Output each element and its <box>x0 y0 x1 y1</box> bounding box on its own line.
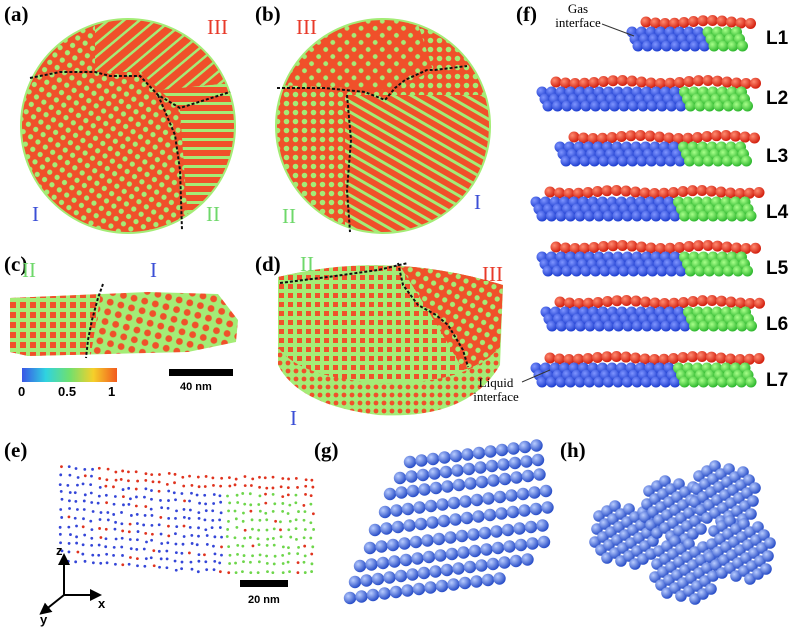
colorbar-tick-1: 1 <box>108 384 116 399</box>
grain-label-a-III: III <box>207 15 228 39</box>
grain-label-b-III: III <box>296 15 317 39</box>
liquid-interface-label: Liquid interface <box>466 376 526 404</box>
axis-triad <box>39 553 102 615</box>
panel-a-density-map <box>20 18 236 234</box>
panel-b-density-map <box>275 18 491 234</box>
grain-label-d-III: III <box>482 262 503 286</box>
grain-label-d-I: I <box>290 406 297 430</box>
panel-e-point-cloud <box>58 465 315 575</box>
panel-label-g: (g) <box>314 438 339 462</box>
panel-label-e: (e) <box>4 438 28 462</box>
axis-label-y: y <box>40 612 48 627</box>
colorbar <box>22 368 117 382</box>
layer-label-L1: L1 <box>766 28 789 49</box>
panel-h-sphere-lattice <box>589 460 776 605</box>
colorbar-tick-0: 0 <box>18 384 26 399</box>
panel-label-b: (b) <box>255 2 281 26</box>
grain-label-b-I: I <box>474 190 481 214</box>
gas-interface-label: Gas interface <box>548 2 608 30</box>
panel-g-sphere-lattice <box>343 439 554 605</box>
panel-f-layer-stack <box>530 15 765 388</box>
panel-label-f: (f) <box>516 2 537 26</box>
grain-label-a-II: II <box>206 202 220 226</box>
axis-label-z: z <box>56 543 63 558</box>
scale-bar-20nm <box>240 580 288 587</box>
layer-label-L7: L7 <box>766 370 789 391</box>
scale-label-40nm: 40 nm <box>180 381 212 393</box>
layer-label-L2: L2 <box>766 88 789 109</box>
layer-label-L5: L5 <box>766 258 789 279</box>
gas-interface-pointer <box>601 23 635 37</box>
scale-label-20nm: 20 nm <box>248 594 280 606</box>
grain-label-a-I: I <box>32 202 39 226</box>
grain-label-b-II: II <box>282 204 296 228</box>
panel-d-oblique-view <box>278 262 503 416</box>
scale-bar-40nm <box>169 369 233 376</box>
liquid-interface-line1: Liquid <box>478 375 514 390</box>
axis-label-x: x <box>98 596 106 611</box>
gas-interface-line2: interface <box>555 15 601 30</box>
colorbar-tick-half: 0.5 <box>58 384 77 399</box>
liquid-interface-pointer <box>521 369 551 383</box>
grain-label-d-II: II <box>300 252 314 276</box>
panel-label-c: (c) <box>4 252 28 276</box>
liquid-interface-line2: interface <box>473 389 519 404</box>
layer-label-L3: L3 <box>766 146 789 167</box>
grain-label-c-II: II <box>22 258 36 282</box>
grain-label-c-I: I <box>150 258 157 282</box>
panel-label-a: (a) <box>4 2 29 26</box>
gas-interface-line1: Gas <box>567 1 589 16</box>
panel-label-h: (h) <box>560 438 586 462</box>
panel-c-side-view <box>10 283 238 359</box>
layer-label-L6: L6 <box>766 314 789 335</box>
panel-label-d: (d) <box>255 252 281 276</box>
layer-label-L4: L4 <box>766 202 789 223</box>
